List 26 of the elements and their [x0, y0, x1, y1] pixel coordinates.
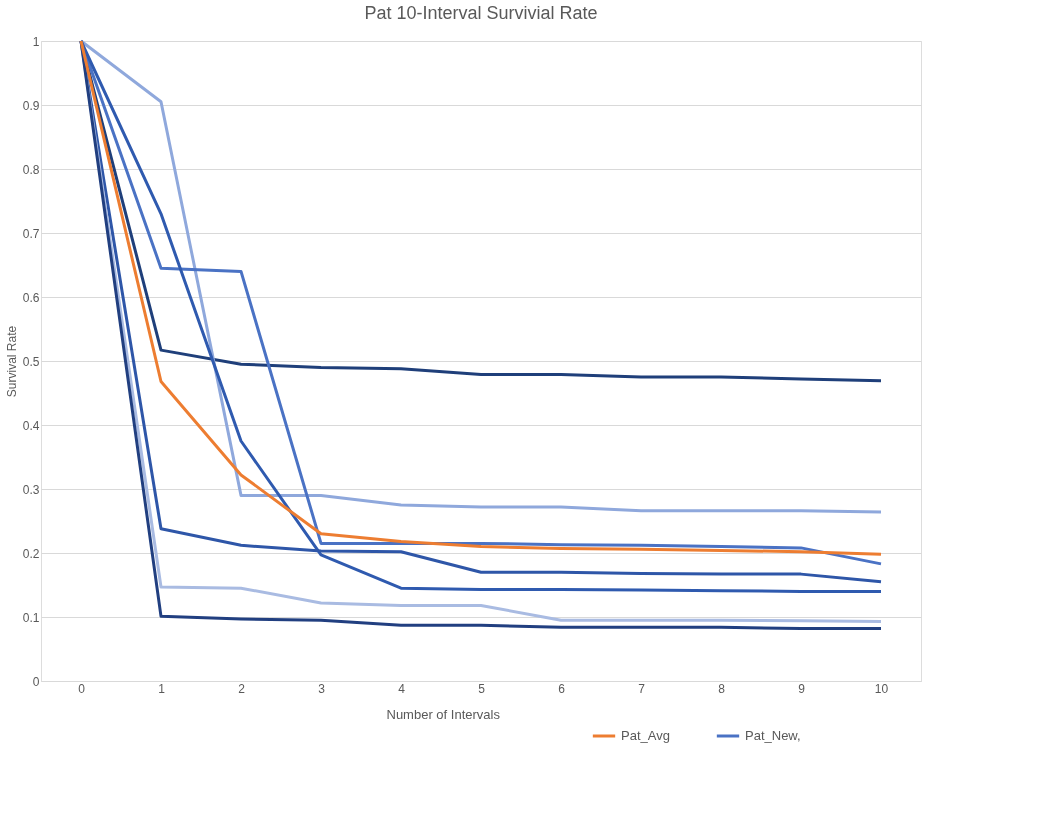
y-tick-label: 0.9 [22, 98, 40, 113]
y-tick-label: 0.4 [22, 418, 40, 433]
x-tick-label: 2 [238, 681, 246, 696]
y-tick-label: 0.7 [22, 226, 40, 241]
x-tick-label: 5 [478, 681, 486, 696]
legend-label: Pat_New, [745, 728, 801, 743]
y-tick-label: 0.2 [22, 546, 40, 561]
x-tick-label: 6 [558, 681, 566, 696]
chart-title: Pat 10-Interval Survivial Rate [364, 3, 598, 23]
y-tick-label: 0.3 [22, 482, 40, 497]
x-tick-label: 0 [78, 681, 86, 696]
y-tick-label: 0.5 [22, 354, 40, 369]
x-tick-label: 7 [638, 681, 646, 696]
x-axis-title: Number of Intervals [386, 706, 501, 722]
x-tick-label: 8 [718, 681, 726, 696]
y-tick-label: 0.6 [22, 290, 40, 305]
y-tick-label: 0.8 [22, 162, 40, 177]
y-tick-label: 0.1 [22, 610, 40, 625]
x-tick-label: 4 [398, 681, 406, 696]
y-axis-title: Survival Rate [4, 325, 19, 398]
x-tick-label: 9 [798, 681, 806, 696]
y-tick-label: 1 [32, 34, 40, 49]
x-tick-label: 1 [158, 681, 166, 696]
x-tick-label: 10 [874, 681, 889, 696]
legend-label: Pat_Avg [621, 728, 670, 743]
x-tick-label: 3 [318, 681, 326, 696]
